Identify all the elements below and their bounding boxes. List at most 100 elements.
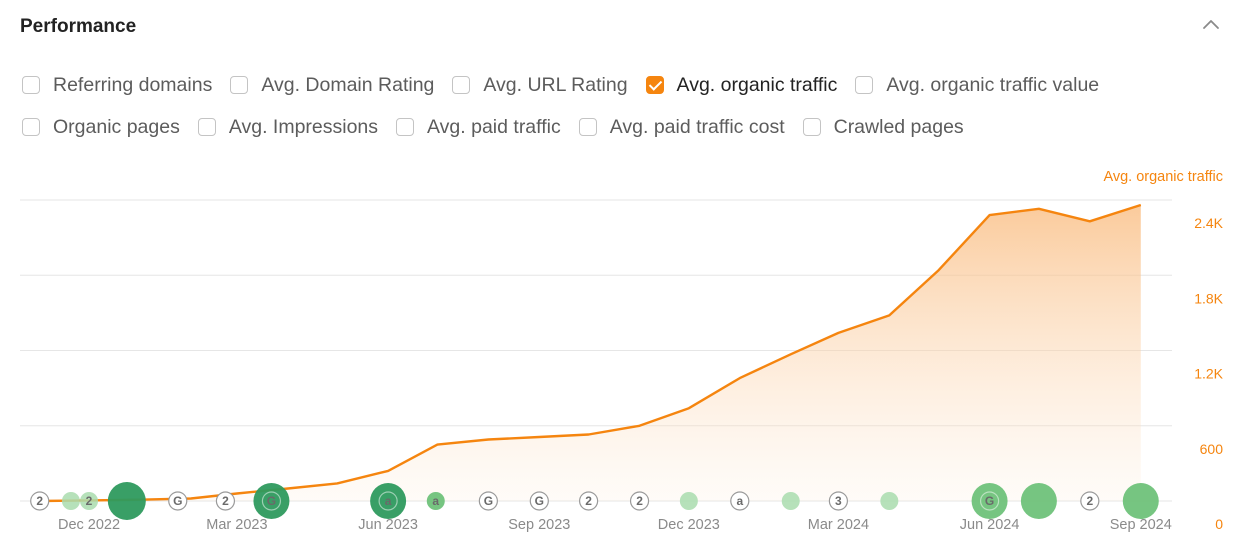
- y-tick-label: 1.2K: [1194, 366, 1223, 382]
- event-circle[interactable]: [370, 483, 407, 519]
- event-label: a: [736, 494, 743, 508]
- series-axis-label: Avg. organic traffic: [1103, 169, 1223, 185]
- event-circle[interactable]: [828, 491, 848, 511]
- y-tick-label: 2.4K: [1194, 215, 1223, 231]
- metric-avg-paid-traffic-cost[interactable]: Avg. paid traffic cost: [578, 115, 785, 139]
- area-layer: [39, 205, 1141, 501]
- metric-referring-domains[interactable]: Referring domains: [22, 74, 212, 97]
- event-circle[interactable]: [529, 491, 549, 511]
- event-marker[interactable]: G: [478, 491, 498, 511]
- event-badge-ring: [979, 491, 1000, 511]
- event-label: a: [432, 494, 439, 508]
- event-circle[interactable]: [971, 483, 1008, 519]
- traffic-area: [39, 205, 1141, 501]
- event-circle[interactable]: [426, 492, 445, 510]
- event-label: G: [985, 494, 994, 508]
- event-label: 3: [835, 494, 842, 508]
- event-marker[interactable]: [1122, 483, 1159, 519]
- panel-title: Performance: [20, 16, 137, 37]
- metric-label: Organic pages: [53, 115, 180, 138]
- event-circle[interactable]: [781, 492, 800, 510]
- event-circle[interactable]: [80, 492, 99, 510]
- event-marker[interactable]: G: [529, 491, 549, 511]
- event-label: 2: [36, 494, 43, 508]
- checkbox-checked[interactable]: [645, 76, 664, 94]
- x-tick-label: Jun 2024: [960, 517, 1020, 533]
- metric-label: Avg. Domain Rating: [261, 73, 435, 96]
- metric-avg-organic-traffic-value[interactable]: Avg. organic traffic value: [855, 74, 1099, 97]
- event-circle[interactable]: [880, 492, 899, 510]
- event-circle[interactable]: [107, 482, 146, 520]
- checkbox[interactable]: [855, 76, 874, 94]
- metric-label: Referring domains: [53, 73, 213, 96]
- event-circle[interactable]: [215, 491, 236, 511]
- x-tick-label: Sep 2024: [1110, 517, 1172, 533]
- event-label: a: [385, 494, 392, 508]
- event-marker[interactable]: G: [168, 491, 188, 511]
- checkbox[interactable]: [22, 118, 40, 136]
- event-marker[interactable]: G: [971, 483, 1008, 519]
- checkbox[interactable]: [452, 76, 471, 94]
- event-circle[interactable]: [1080, 491, 1100, 511]
- event-label: 2: [636, 494, 643, 508]
- event-marker[interactable]: [107, 482, 146, 520]
- event-circle[interactable]: [1122, 483, 1159, 519]
- checkbox[interactable]: [230, 76, 249, 94]
- metric-label: Crawled pages: [833, 115, 964, 138]
- checkbox[interactable]: [197, 118, 216, 136]
- event-circle[interactable]: [1020, 483, 1057, 519]
- event-circle[interactable]: [629, 491, 650, 511]
- event-marker[interactable]: 2: [30, 491, 50, 511]
- metric-avg-paid-traffic[interactable]: Avg. paid traffic: [396, 116, 561, 139]
- event-circle[interactable]: [478, 491, 498, 511]
- event-marker[interactable]: 2: [1080, 491, 1100, 511]
- event-marker[interactable]: [1020, 483, 1057, 519]
- metric-organic-pages[interactable]: Organic pages: [22, 116, 180, 139]
- event-circle[interactable]: [30, 491, 50, 511]
- event-badge-ring: [378, 491, 398, 511]
- metric-row-1: Referring domains Avg. Domain Rating Avg…: [22, 72, 1222, 98]
- event-circle[interactable]: [168, 491, 188, 511]
- event-marker[interactable]: 2: [629, 491, 650, 511]
- metric-avg-impressions[interactable]: Avg. Impressions: [197, 116, 378, 139]
- metric-avg-domain-rating[interactable]: Avg. Domain Rating: [230, 74, 434, 97]
- event-label: 2: [222, 494, 229, 508]
- event-marker[interactable]: 2: [215, 491, 236, 511]
- y-tick-label: 1.8K: [1194, 290, 1223, 306]
- checkbox[interactable]: [22, 76, 40, 94]
- y-tick-label: 600: [1200, 441, 1224, 457]
- y-axis: 0 600 1.2K 1.8K 2.4K: [1194, 215, 1223, 532]
- event-marker[interactable]: [61, 492, 80, 510]
- event-label: 2: [1086, 494, 1093, 508]
- checkbox[interactable]: [802, 118, 821, 136]
- event-marker[interactable]: a: [426, 492, 445, 510]
- metric-crawled-pages[interactable]: Crawled pages: [802, 115, 964, 139]
- event-marker[interactable]: 3: [828, 491, 848, 511]
- metric-label: Avg. paid traffic cost: [609, 115, 785, 138]
- x-tick-label: Mar 2023: [206, 517, 267, 533]
- checkbox[interactable]: [396, 118, 415, 136]
- event-label: G: [484, 494, 493, 508]
- event-marker[interactable]: 2: [80, 492, 99, 510]
- event-circle[interactable]: [253, 483, 290, 519]
- event-circle[interactable]: [579, 491, 599, 511]
- event-marker[interactable]: a: [730, 491, 750, 511]
- event-marker[interactable]: a: [370, 483, 407, 519]
- event-marker[interactable]: [781, 492, 800, 510]
- event-circle[interactable]: [61, 492, 80, 510]
- event-marker[interactable]: [880, 492, 899, 510]
- event-circle[interactable]: [679, 492, 698, 510]
- metric-label: Avg. URL Rating: [483, 73, 628, 96]
- metric-avg-url-rating[interactable]: Avg. URL Rating: [452, 73, 628, 97]
- checkbox[interactable]: [578, 118, 597, 136]
- event-marker[interactable]: G: [253, 483, 290, 519]
- event-circle[interactable]: [730, 491, 750, 511]
- x-tick-label: Dec 2022: [58, 517, 120, 533]
- event-marker[interactable]: 2: [579, 491, 599, 511]
- metric-avg-organic-traffic[interactable]: Avg. organic traffic: [645, 74, 837, 97]
- event-label: 2: [585, 494, 592, 508]
- chevron-up-icon[interactable]: [1200, 14, 1222, 36]
- event-marker[interactable]: [679, 492, 698, 510]
